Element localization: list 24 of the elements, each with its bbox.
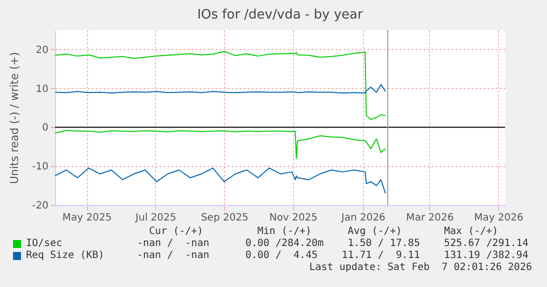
line-series — [55, 50, 386, 120]
text: -nan / -nan 0.00 / 4.45 11.71 / 9.11 131.19 /382.94 — [137, 250, 528, 262]
x-tick-label: Sep 2025 — [200, 212, 248, 224]
legend-label: IO/sec — [26, 238, 62, 250]
text: Cur (-/+) Min (-/+) Avg (-/+) Max (-/+) — [149, 226, 498, 238]
y-tick-label: 20 — [36, 44, 48, 56]
y-axis-title: Units read (-) / write (+) — [8, 52, 22, 184]
y-tick-label: -20 — [32, 200, 48, 212]
legend-label: Req Size (KB) — [26, 250, 104, 262]
x-tick-label: May 2025 — [62, 212, 112, 224]
x-tick-label: Mar 2026 — [406, 212, 454, 224]
line-series — [55, 130, 386, 159]
y-tick-label: 10 — [36, 84, 48, 95]
chart-title: IOs for /dev/vda - by year — [197, 8, 364, 22]
x-tick-label: Nov 2025 — [269, 212, 318, 224]
text: Last update: Sat Feb 7 02:01:26 2026 — [309, 262, 532, 274]
x-tick-label: May 2026 — [474, 212, 524, 224]
line-series — [55, 84, 386, 94]
y-tick-label: -10 — [32, 162, 48, 173]
y-tick-label: 0 — [42, 122, 48, 134]
x-tick-label: Jul 2025 — [134, 212, 176, 224]
text: -nan / -nan 0.00 /284.20m 1.50 / 17.85 525.67 /291.14 — [137, 238, 528, 250]
line-series — [55, 168, 386, 194]
x-tick-label: Jan 2026 — [340, 212, 386, 224]
